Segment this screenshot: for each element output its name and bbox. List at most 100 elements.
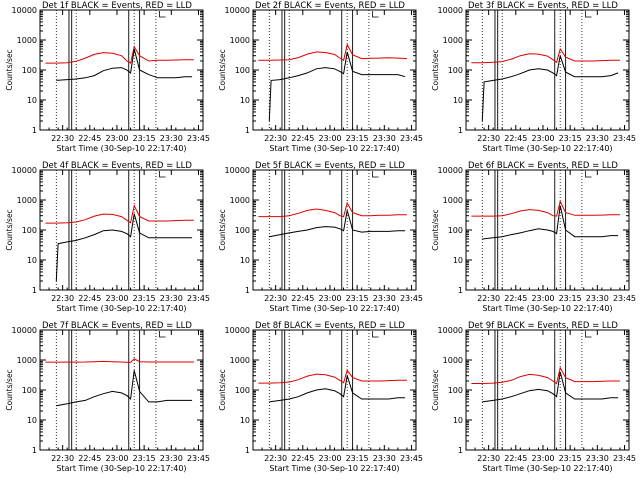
lld-series-line <box>258 43 407 62</box>
x-tick-label: 22:30 <box>51 294 74 303</box>
y-tick-label: 1 <box>458 446 463 455</box>
x-tick-label: 22:45 <box>78 294 101 303</box>
panel-title: Det 3f BLACK = Events, RED = LLD <box>468 1 618 11</box>
x-tick-label: 22:30 <box>477 454 500 463</box>
x-tick-label: 22:30 <box>264 294 287 303</box>
y-axis-label: Counts/sec <box>431 369 440 410</box>
x-tick-label: 23:15 <box>133 454 156 463</box>
x-axis-label: Start Time (30-Sep-10 22:17:40) <box>482 144 612 153</box>
x-axis-label: Start Time (30-Sep-10 22:17:40) <box>56 464 186 473</box>
y-tick-label: 10 <box>453 256 463 265</box>
x-tick-label: 22:45 <box>291 134 314 143</box>
x-tick-label: 23:45 <box>613 294 636 303</box>
y-tick-label: 10000 <box>225 166 250 175</box>
plot-frame <box>39 169 204 291</box>
panel-title: Det 1f BLACK = Events, RED = LLD <box>42 1 192 11</box>
x-tick-label: 23:30 <box>373 294 396 303</box>
corner-marker <box>372 331 379 338</box>
plot-frame <box>252 9 417 131</box>
x-tick-label: 23:15 <box>559 134 582 143</box>
y-tick-label: 1 <box>245 286 250 295</box>
detector-panel-5: Det 5f BLACK = Events, RED = LLD 1 10 100 10… <box>218 161 423 313</box>
x-tick-label: 23:00 <box>318 134 341 143</box>
lld-series-line <box>471 47 620 64</box>
y-tick-label: 1000 <box>443 356 463 365</box>
x-tick-label: 23:30 <box>586 134 609 143</box>
y-tick-label: 10 <box>27 416 37 425</box>
x-tick-label: 23:15 <box>346 454 369 463</box>
y-tick-label: 1000 <box>443 196 463 205</box>
events-series-line <box>55 213 193 282</box>
y-axis-label: Counts/sec <box>218 209 227 250</box>
y-axis-label: Counts/sec <box>218 49 227 90</box>
y-tick-label: 1000 <box>230 36 250 45</box>
y-tick-label: 1 <box>32 446 37 455</box>
detector-panel-7: Det 7f BLACK = Events, RED = LLD 1 10 100 10… <box>5 321 210 473</box>
y-tick-label: 10000 <box>438 166 463 175</box>
x-tick-label: 23:30 <box>586 294 609 303</box>
x-tick-label: 23:00 <box>531 294 554 303</box>
panel-title: Det 9f BLACK = Events, RED = LLD <box>468 321 618 331</box>
x-tick-label: 23:00 <box>318 454 341 463</box>
y-axis-label: Counts/sec <box>5 209 14 250</box>
y-tick-label: 100 <box>448 66 463 75</box>
y-tick-label: 10 <box>240 416 250 425</box>
lld-series-line <box>45 358 194 363</box>
corner-marker <box>585 11 592 18</box>
detector-panel-1: Det 1f BLACK = Events, RED = LLD 1 10 100 10… <box>5 1 210 153</box>
x-tick-label: 23:30 <box>586 454 609 463</box>
x-tick-label: 23:15 <box>559 454 582 463</box>
y-tick-label: 10 <box>27 256 37 265</box>
y-tick-label: 10000 <box>438 6 463 15</box>
y-tick-label: 1000 <box>17 196 37 205</box>
x-tick-label: 23:45 <box>400 454 423 463</box>
y-tick-label: 1000 <box>230 196 250 205</box>
y-tick-label: 10000 <box>12 6 37 15</box>
panel-title: Det 7f BLACK = Events, RED = LLD <box>42 321 192 331</box>
y-tick-label: 10 <box>453 96 463 105</box>
x-axis-label: Start Time (30-Sep-10 22:17:40) <box>269 144 399 153</box>
x-tick-label: 22:45 <box>504 454 527 463</box>
lld-series-line <box>258 201 407 218</box>
events-series-line <box>482 205 619 240</box>
events-series-line <box>269 210 406 238</box>
y-tick-label: 1000 <box>443 36 463 45</box>
x-tick-label: 22:30 <box>264 454 287 463</box>
x-tick-label: 23:30 <box>160 454 183 463</box>
plot-frame <box>465 329 630 451</box>
x-tick-label: 22:45 <box>504 294 527 303</box>
x-tick-label: 23:30 <box>160 294 183 303</box>
y-tick-label: 100 <box>22 226 37 235</box>
y-tick-label: 1000 <box>17 36 37 45</box>
x-tick-label: 23:00 <box>105 454 128 463</box>
x-tick-label: 22:45 <box>78 454 101 463</box>
y-tick-label: 1 <box>458 286 463 295</box>
y-axis-label: Counts/sec <box>431 49 440 90</box>
plot-frame <box>252 329 417 451</box>
corner-marker <box>585 331 592 338</box>
x-tick-label: 23:15 <box>559 294 582 303</box>
x-axis-label: Start Time (30-Sep-10 22:17:40) <box>56 144 186 153</box>
y-tick-label: 1 <box>32 126 37 135</box>
panel-title: Det 8f BLACK = Events, RED = LLD <box>255 321 405 331</box>
x-tick-label: 22:45 <box>78 134 101 143</box>
y-tick-label: 100 <box>235 66 250 75</box>
detector-panel-2: Det 2f BLACK = Events, RED = LLD 1 10 100 10… <box>218 1 423 153</box>
y-tick-label: 1 <box>245 126 250 135</box>
x-tick-label: 23:45 <box>187 454 210 463</box>
y-tick-label: 100 <box>448 386 463 395</box>
detector-panel-8: Det 8f BLACK = Events, RED = LLD 1 10 100 10… <box>218 321 423 473</box>
y-tick-label: 100 <box>235 226 250 235</box>
events-series-line <box>269 375 406 403</box>
plot-frame <box>39 9 204 131</box>
panel-title: Det 4f BLACK = Events, RED = LLD <box>42 161 192 171</box>
x-tick-label: 23:45 <box>187 294 210 303</box>
y-tick-label: 10000 <box>225 326 250 335</box>
x-axis-label: Start Time (30-Sep-10 22:17:40) <box>269 304 399 313</box>
y-axis-label: Counts/sec <box>431 209 440 250</box>
y-tick-label: 1000 <box>17 356 37 365</box>
y-tick-label: 100 <box>448 226 463 235</box>
y-tick-label: 10 <box>240 96 250 105</box>
lld-series-line <box>45 204 194 224</box>
x-tick-label: 23:45 <box>613 134 636 143</box>
